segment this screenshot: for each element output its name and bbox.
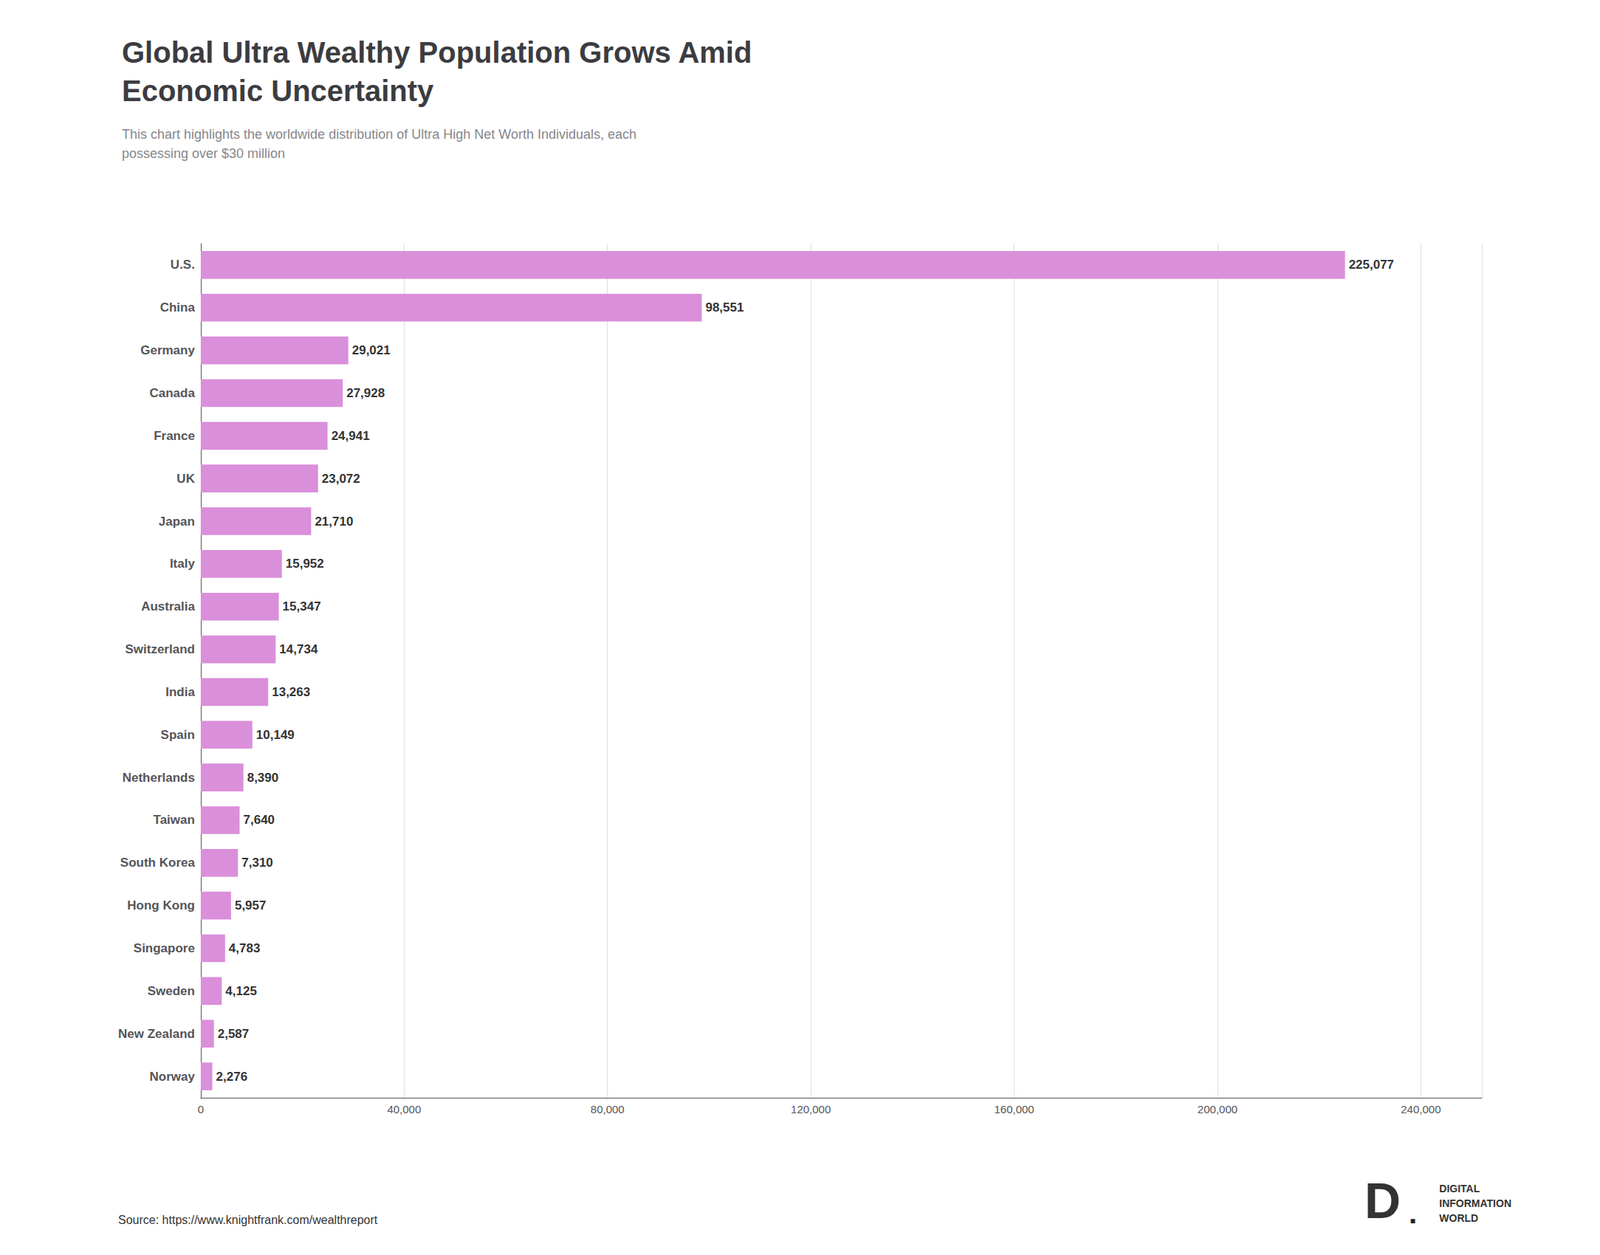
svg-text:27,928: 27,928 bbox=[346, 386, 385, 401]
svg-text:This chart highlights the worl: This chart highlights the worldwide dist… bbox=[121, 126, 637, 142]
svg-text:120,000: 120,000 bbox=[790, 1103, 831, 1116]
svg-text:80,000: 80,000 bbox=[590, 1103, 625, 1116]
svg-text:10,149: 10,149 bbox=[256, 728, 295, 743]
svg-text:D: D bbox=[1364, 1172, 1401, 1229]
svg-text:21,710: 21,710 bbox=[314, 514, 353, 529]
svg-text:Norway: Norway bbox=[149, 1069, 195, 1084]
svg-text:40,000: 40,000 bbox=[386, 1103, 421, 1116]
svg-text:Economic Uncertainty: Economic Uncertainty bbox=[121, 74, 435, 108]
svg-text:13,263: 13,263 bbox=[271, 685, 311, 700]
svg-text:UK: UK bbox=[176, 471, 195, 486]
svg-text:Sweden: Sweden bbox=[147, 984, 195, 999]
svg-text:Italy: Italy bbox=[169, 556, 196, 571]
svg-text:4,125: 4,125 bbox=[225, 984, 257, 999]
svg-text:4,783: 4,783 bbox=[228, 941, 261, 956]
svg-text:South Korea: South Korea bbox=[120, 855, 196, 870]
svg-text:Source: https://www.knightfran: Source: https://www.knightfrank.com/weal… bbox=[118, 1213, 379, 1227]
svg-text:2,276: 2,276 bbox=[216, 1069, 249, 1084]
svg-text:Spain: Spain bbox=[160, 728, 195, 743]
svg-text:Hong Kong: Hong Kong bbox=[126, 898, 195, 913]
svg-text:15,347: 15,347 bbox=[282, 599, 322, 614]
svg-text:INFORMATION: INFORMATION bbox=[1439, 1197, 1512, 1210]
svg-text:5,957: 5,957 bbox=[234, 898, 267, 913]
svg-text:Singapore: Singapore bbox=[133, 941, 195, 956]
svg-text:China: China bbox=[160, 300, 196, 315]
svg-text:0: 0 bbox=[197, 1103, 204, 1116]
svg-text:U.S.: U.S. bbox=[170, 257, 195, 272]
svg-text:29,021: 29,021 bbox=[352, 343, 391, 358]
svg-text:160,000: 160,000 bbox=[993, 1103, 1034, 1116]
svg-text:24,941: 24,941 bbox=[331, 428, 370, 444]
svg-text:DIGITAL: DIGITAL bbox=[1439, 1182, 1480, 1195]
svg-text:7,640: 7,640 bbox=[243, 812, 276, 827]
svg-text:23,072: 23,072 bbox=[321, 471, 361, 486]
svg-text:Canada: Canada bbox=[149, 386, 195, 401]
svg-text:France: France bbox=[153, 428, 195, 444]
svg-text:Taiwan: Taiwan bbox=[153, 812, 195, 827]
svg-text:Germany: Germany bbox=[140, 343, 195, 358]
svg-text:India: India bbox=[165, 685, 195, 700]
svg-text:14,734: 14,734 bbox=[279, 642, 319, 657]
svg-text:8,390: 8,390 bbox=[247, 770, 280, 785]
svg-text:240,000: 240,000 bbox=[1400, 1103, 1441, 1116]
svg-text:Australia: Australia bbox=[141, 599, 195, 614]
svg-text:possessing over $30 million: possessing over $30 million bbox=[121, 146, 286, 161]
svg-text:7,310: 7,310 bbox=[241, 855, 274, 870]
svg-text:225,077: 225,077 bbox=[1348, 257, 1395, 272]
svg-text:WORLD: WORLD bbox=[1439, 1212, 1479, 1225]
svg-text:2,587: 2,587 bbox=[217, 1027, 250, 1042]
svg-text:■: ■ bbox=[1410, 1216, 1416, 1227]
svg-text:Global Ultra Wealthy Populatio: Global Ultra Wealthy Population Grows Am… bbox=[121, 36, 752, 69]
svg-text:Netherlands: Netherlands bbox=[122, 770, 195, 785]
svg-text:New Zealand: New Zealand bbox=[118, 1027, 195, 1042]
svg-text:Japan: Japan bbox=[158, 514, 195, 529]
svg-text:200,000: 200,000 bbox=[1197, 1103, 1238, 1116]
svg-text:15,952: 15,952 bbox=[285, 556, 325, 571]
svg-text:98,551: 98,551 bbox=[705, 300, 744, 315]
svg-text:Switzerland: Switzerland bbox=[124, 642, 195, 657]
